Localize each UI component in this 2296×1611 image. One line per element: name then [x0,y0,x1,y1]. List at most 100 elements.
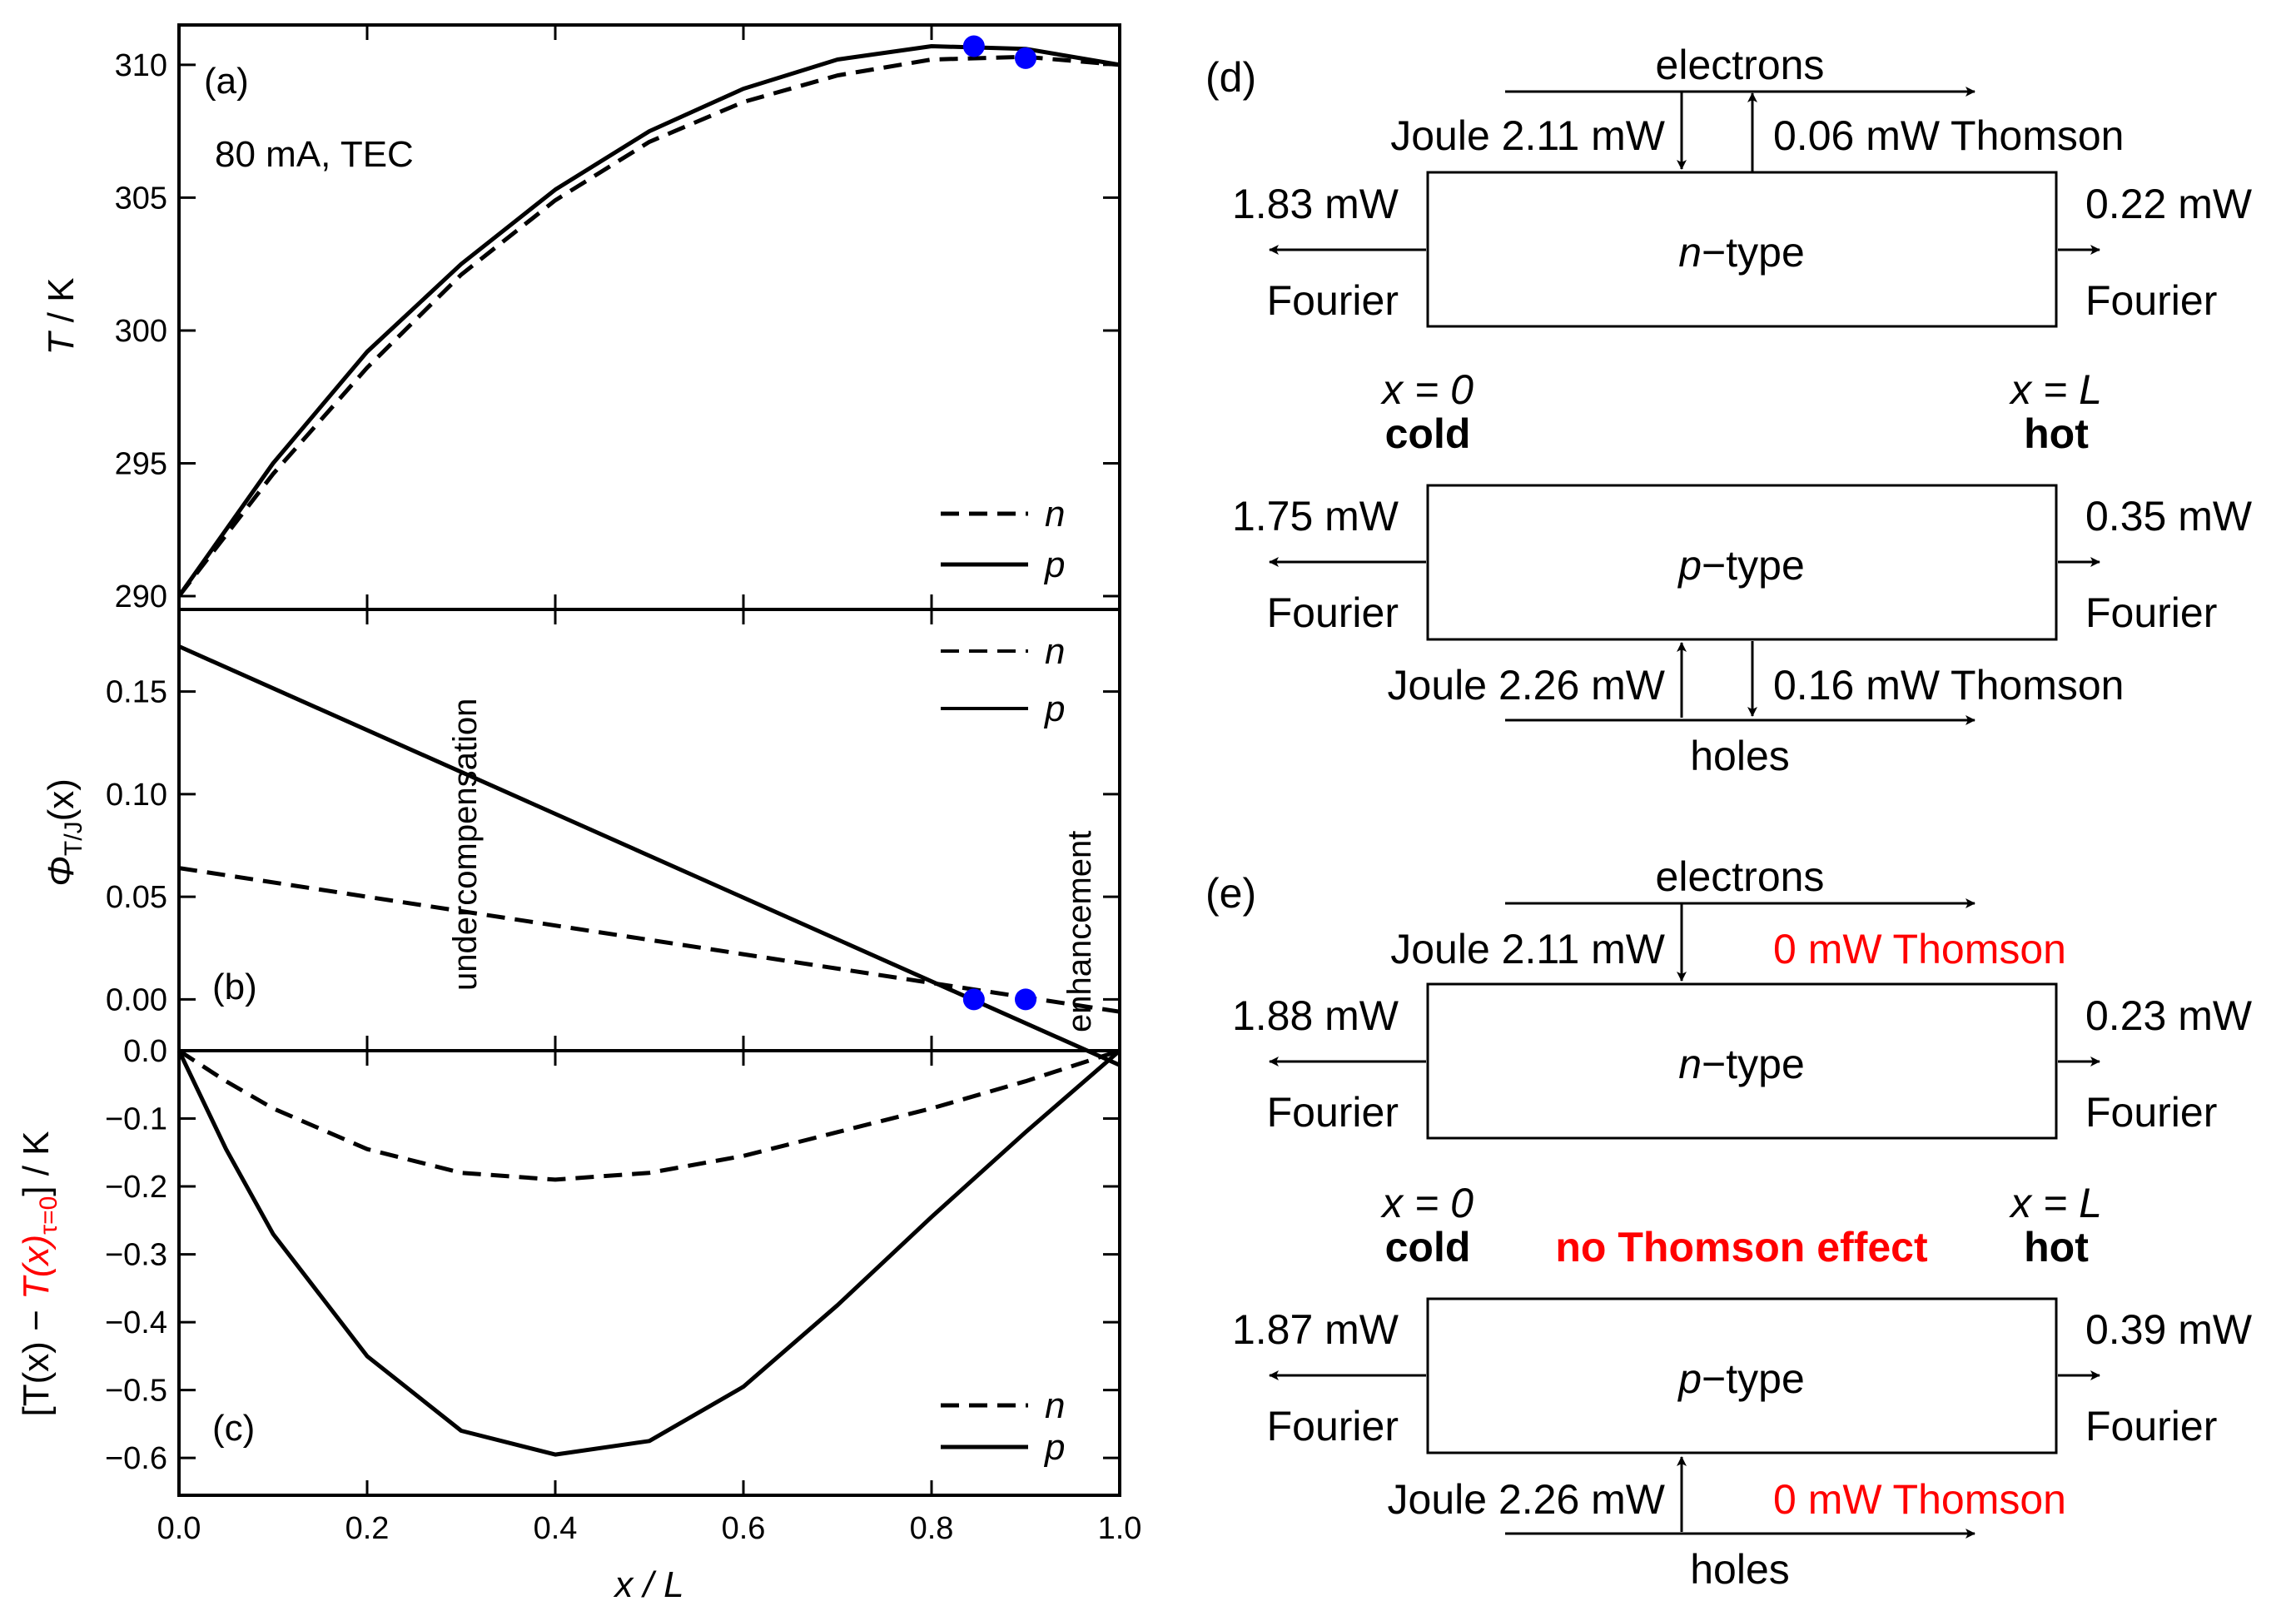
panel-a-ylabel: T / K [41,278,82,356]
tick-marks [177,25,1121,1495]
panel-c-label: (c) [212,1408,255,1449]
b-ytick-label: 0.00 [106,982,167,1017]
panel-b-ylabel: ΦT/J(x) [41,778,87,887]
legend-n: n [1045,631,1065,672]
panel-a-yticks: 290 295 300 305 310 [115,48,167,614]
markers [962,35,1036,1011]
b-ytick-label: 0.05 [106,880,167,915]
p-type-box [1426,484,2058,641]
n-type-box [1426,982,2058,1140]
a-ytick-label: 300 [115,314,167,349]
joule-label: Joule 2.26 mW [1388,662,1666,709]
right-power: 0.23 mW [2085,992,2253,1039]
b-ytick-label: 0.10 [106,778,167,813]
cold-label: cold [1385,1224,1471,1270]
a-ytick-label: 290 [115,579,167,614]
panel-c-yticks: 0.0 −0.1 −0.2 −0.3 −0.4 −0.5 −0.6 [105,1034,167,1476]
c-xtick-label: 0.2 [345,1511,390,1546]
joule-label: Joule 2.11 mW [1390,112,1666,159]
right-fourier: Fourier [2085,277,2217,324]
carrier-electrons: electrons [1656,853,1825,900]
right-fourier: Fourier [2085,589,2217,636]
series-lines [176,44,1121,1457]
p-type-box [1426,1297,2058,1454]
xL-label: x = L [2009,1180,2102,1226]
a-ytick-label: 310 [115,48,167,83]
panel-b-label: (b) [212,967,257,1007]
panel-a-annotation: 80 mA, TEC [215,134,414,175]
p-type-label: p−type [1677,1355,1805,1402]
legend-n: n [1045,494,1065,535]
x0-label: x = 0 [1380,1180,1474,1226]
panel-a-label: (a) [204,61,249,102]
thomson-label: 0.06 mW Thomson [1773,112,2124,159]
series-p-line [177,644,1121,1067]
panel-a-frame [177,23,1121,611]
carrier-electrons: electrons [1656,42,1825,88]
thomson-label: 0.16 mW Thomson [1773,662,2124,709]
panel-c-frame [177,1049,1121,1497]
a-ytick-label: 305 [115,181,167,216]
carrier-holes: holes [1690,733,1790,779]
right-fourier: Fourier [2085,1089,2217,1136]
diagram-e: (e) electrons Joule 2.11 mW 0 mW Thomson… [1205,853,2253,1593]
diagram-e-label: (e) [1205,870,1256,917]
right-power: 0.35 mW [2085,493,2253,539]
left-power: 1.88 mW [1232,992,1399,1039]
annotation-enhancement: enhancement [1061,831,1098,1032]
series-n-line [178,866,1121,1014]
annotation-undercompensation: undercompensation [447,699,484,991]
c-ytick-label: −0.6 [105,1441,167,1476]
n-type-label: n−type [1678,1041,1805,1087]
highlight-point [962,988,985,1011]
c-ytick-label: −0.1 [105,1102,167,1137]
c-ytick-label: −0.2 [105,1170,167,1205]
legend-n: n [1045,1385,1065,1426]
c-ytick-label: −0.3 [105,1238,167,1273]
left-fourier: Fourier [1267,1403,1399,1449]
panel-c-legend: n p [941,1385,1065,1468]
series-n-line [177,54,1121,598]
left-fourier: Fourier [1267,1089,1399,1136]
legend-p: p [1043,689,1065,729]
highlight-point [1015,988,1036,1011]
panel-b-yticks: 0.00 0.05 0.10 0.15 [106,675,167,1018]
right-fourier: Fourier [2085,1403,2217,1449]
c-xtick-label: 1.0 [1098,1511,1142,1546]
x-axis-label: x / L [613,1564,683,1605]
c-ytick-label: −0.5 [105,1374,167,1409]
series-p-line [176,44,1121,598]
c-xtick-label: 0.4 [534,1511,578,1546]
joule-label: Joule 2.26 mW [1388,1476,1666,1523]
left-fourier: Fourier [1267,589,1399,636]
diagram-d-label: (d) [1205,54,1256,101]
c-xtick-label: 0.0 [157,1511,201,1546]
left-power: 1.75 mW [1232,493,1399,539]
b-ytick-label: 0.15 [106,675,167,710]
x0-label: x = 0 [1380,366,1474,413]
c-xtick-label: 0.6 [722,1511,766,1546]
legend-p: p [1043,1427,1065,1468]
right-power: 0.39 mW [2085,1306,2253,1353]
c-ytick-label: −0.4 [105,1305,167,1340]
cold-label: cold [1385,410,1471,457]
diagram-d: (d) electrons Joule 2.11 mW 0.06 mW Thom… [1205,42,2253,779]
panel-a-legend: n p [941,494,1065,585]
joule-label: Joule 2.11 mW [1390,926,1666,972]
no-thomson-label: no Thomson effect [1555,1224,1928,1270]
highlight-point [1015,47,1036,69]
n-type-box [1426,171,2058,328]
panel-b-frame [177,608,1121,1052]
highlight-point [962,35,985,57]
series-p-line [176,1049,1121,1457]
series-n-line [177,1048,1121,1182]
left-power: 1.87 mW [1232,1306,1399,1353]
left-fourier: Fourier [1267,277,1399,324]
hot-label: hot [2024,1224,2089,1270]
legend-p: p [1043,544,1065,585]
panel-b-legend: n p [941,631,1065,729]
panel-c-xticks: 0.0 0.2 0.4 0.6 0.8 1.0 [157,1511,1142,1546]
hot-label: hot [2024,410,2089,457]
right-power: 0.22 mW [2085,181,2253,227]
